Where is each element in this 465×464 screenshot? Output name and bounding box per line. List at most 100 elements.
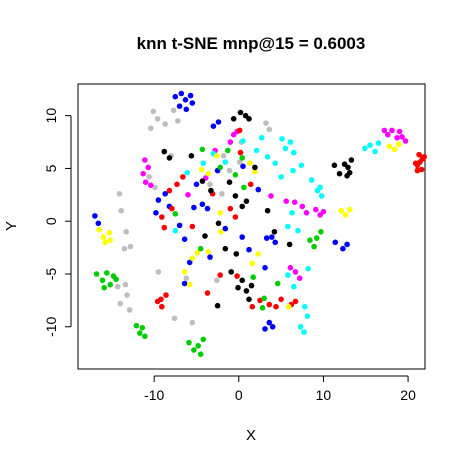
data-point (236, 159, 243, 165)
data-point (148, 125, 154, 132)
data-point (348, 157, 355, 163)
data-point (205, 170, 212, 177)
data-point (386, 143, 393, 150)
data-point (318, 193, 325, 199)
data-point (249, 260, 256, 267)
data-point (181, 269, 188, 275)
data-point (259, 305, 266, 311)
data-point (389, 127, 395, 134)
y-tick-label: -10 (43, 316, 59, 336)
data-point (278, 174, 284, 180)
data-point (249, 303, 256, 310)
data-point (93, 271, 100, 277)
data-point (241, 184, 247, 191)
data-point (402, 138, 409, 144)
data-point (247, 181, 254, 188)
data-point (116, 191, 123, 197)
data-point (240, 138, 246, 144)
data-point (217, 272, 223, 278)
data-point (232, 214, 239, 220)
data-point (279, 136, 285, 142)
data-point (217, 210, 223, 216)
chart-title: knn t-SNE mnp@15 = 0.6003 (137, 34, 366, 53)
data-point (214, 277, 220, 284)
data-point (396, 128, 403, 135)
data-point (189, 223, 196, 230)
x-axis-title: X (246, 427, 256, 444)
data-point (183, 106, 190, 113)
data-point (243, 198, 250, 204)
data-point (115, 283, 121, 290)
data-point (235, 284, 241, 291)
data-point (255, 186, 262, 193)
y-axis-title: Y (3, 221, 20, 231)
data-point (176, 103, 183, 109)
data-point (338, 207, 345, 214)
data-point (205, 249, 212, 255)
data-point (154, 298, 161, 305)
data-point (305, 265, 312, 272)
data-point (191, 204, 197, 211)
data-point (232, 172, 239, 178)
data-point (193, 181, 200, 188)
data-point (152, 184, 158, 191)
data-point (169, 205, 175, 212)
plot-box (77, 83, 426, 370)
data-point (247, 160, 253, 166)
data-point (204, 205, 211, 212)
data-point (101, 284, 107, 291)
data-point (126, 307, 133, 313)
data-point (154, 116, 161, 122)
data-point (222, 225, 229, 232)
data-point (346, 206, 353, 213)
data-point (162, 191, 168, 197)
data-point (375, 140, 382, 146)
data-point (336, 170, 343, 177)
data-point (227, 205, 234, 212)
data-point (418, 166, 425, 173)
data-point (174, 181, 180, 188)
data-point (285, 223, 291, 230)
data-point (272, 160, 279, 166)
data-point (200, 336, 207, 343)
data-point (107, 281, 113, 288)
data-point (198, 166, 205, 173)
data-point (127, 243, 134, 250)
data-point (269, 324, 276, 330)
data-point (287, 139, 294, 145)
data-point (218, 229, 224, 235)
data-point (257, 297, 263, 304)
data-point (282, 145, 289, 152)
data-point (189, 255, 196, 261)
data-point (236, 127, 243, 134)
data-point (202, 233, 208, 239)
data-point (200, 160, 207, 166)
data-point (215, 119, 222, 125)
data-point (285, 272, 291, 278)
data-point (298, 162, 305, 169)
data-point (239, 155, 245, 161)
data-point (172, 211, 179, 217)
data-point (188, 153, 195, 159)
data-point (255, 251, 262, 257)
x-tick-label: 0 (235, 387, 243, 403)
data-point (416, 151, 422, 158)
x-tick-label: -10 (144, 387, 164, 403)
data-point (199, 178, 206, 184)
data-point (412, 160, 419, 166)
data-point (266, 319, 273, 326)
data-point (225, 147, 231, 154)
data-point (266, 301, 273, 308)
data-point (207, 181, 213, 188)
data-point (186, 339, 192, 346)
data-point (331, 162, 338, 169)
data-point (155, 197, 162, 203)
data-point (189, 319, 196, 326)
data-point (311, 243, 317, 250)
data-point (181, 236, 188, 242)
data-point (171, 315, 178, 322)
data-point (172, 93, 179, 100)
data-point (180, 174, 186, 180)
data-point (208, 187, 214, 194)
